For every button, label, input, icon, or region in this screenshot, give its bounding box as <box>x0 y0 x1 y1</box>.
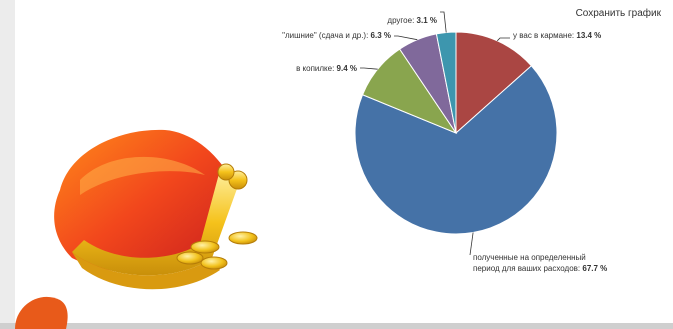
slice-connector <box>360 67 378 70</box>
slice-connector <box>440 11 447 33</box>
slice-label: в копилке: 9.4 % <box>296 64 357 73</box>
slice-connector <box>497 37 510 42</box>
coin-purse-icon <box>15 129 258 329</box>
save-chart-button[interactable]: Сохранить график <box>575 8 661 19</box>
left-edge-bar <box>0 0 15 329</box>
slice-connector <box>394 35 418 41</box>
slice-label: другое: 3.1 % <box>387 16 437 25</box>
bottom-strip <box>0 323 673 329</box>
pie-slice[interactable] <box>455 31 533 135</box>
slice-label: у вас в кармане: 13.4 % <box>513 31 601 40</box>
slice-label: "лишние" (сдача и др.): 6.3 % <box>282 31 391 40</box>
slice-label: полученные на определенный период для ваш… <box>473 253 607 273</box>
slice-connector <box>469 232 474 256</box>
